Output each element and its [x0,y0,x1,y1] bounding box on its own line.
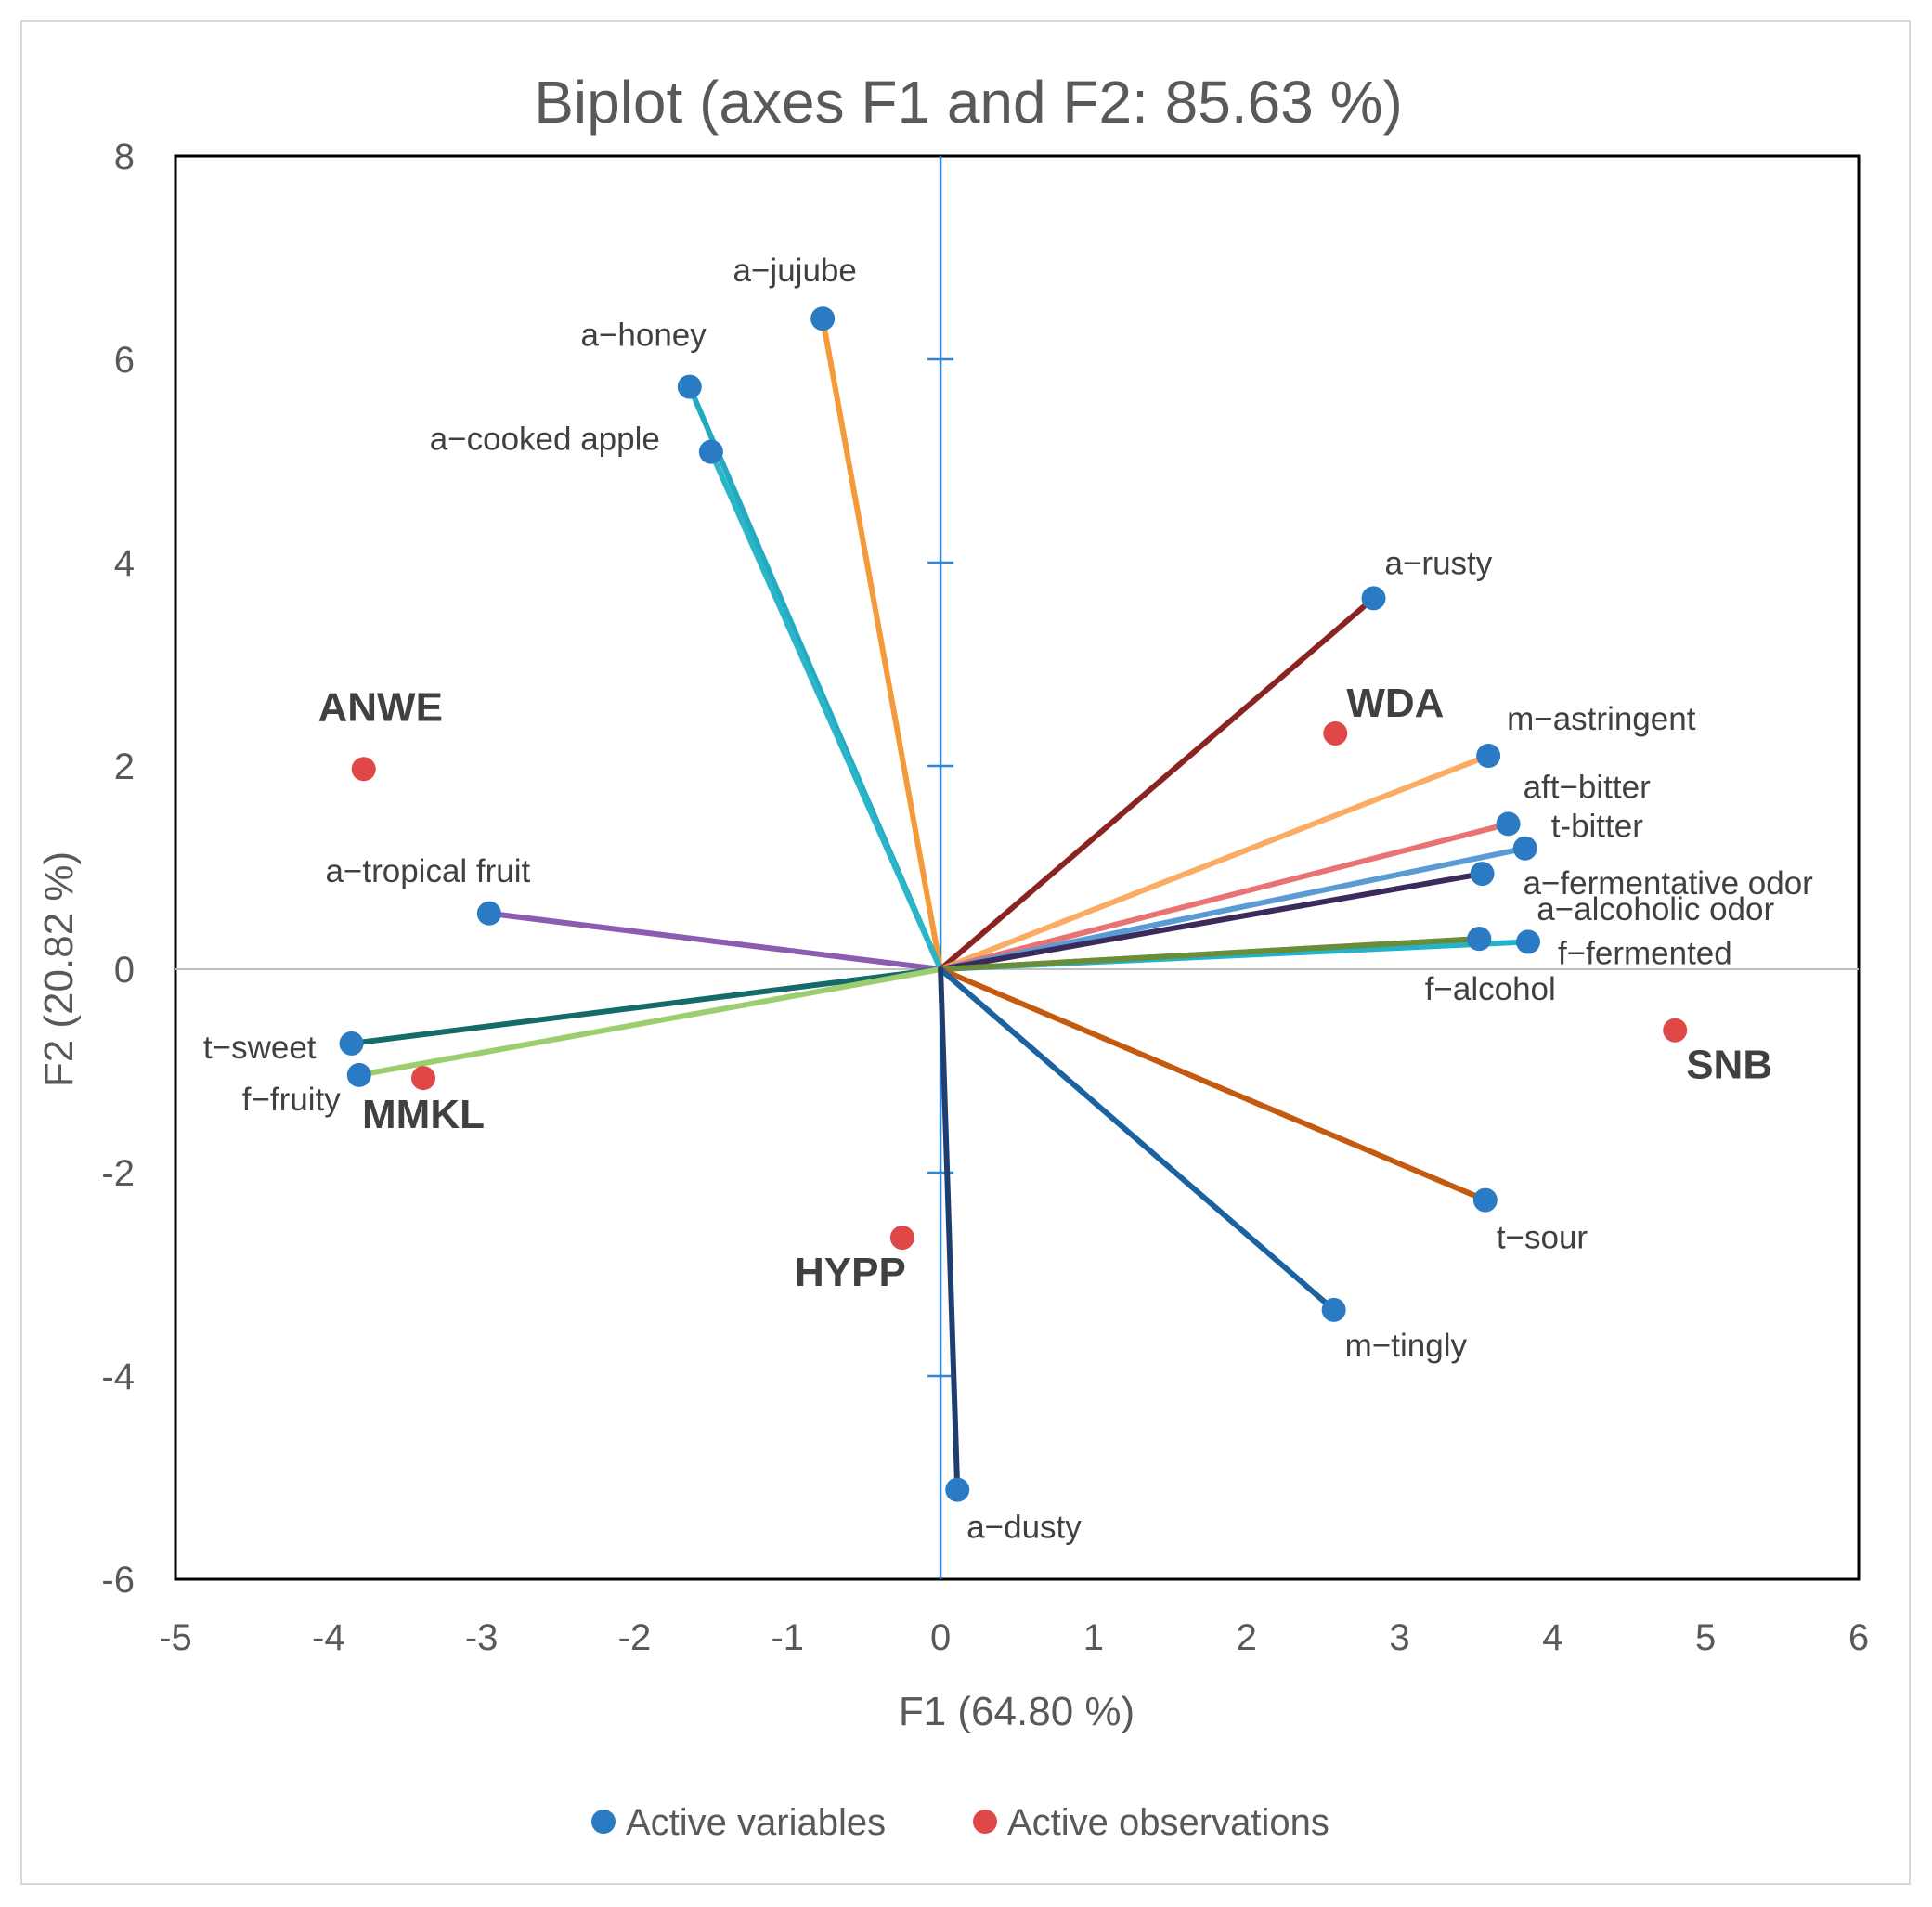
x-tick-label: 1 [1083,1617,1104,1658]
x-tick-label: -4 [312,1617,345,1658]
variable-label: a−alcoholic odor [1537,891,1774,928]
variable-label: f−fermented [1558,935,1732,971]
variable-label: a−cooked apple [430,422,660,458]
x-axis-title: F1 (64.80 %) [899,1689,1135,1734]
chart-frame [20,20,1911,1885]
variable-label: f−alcohol [1425,971,1556,1007]
observation-label: HYPP [795,1250,906,1295]
variable-vector [938,871,1485,972]
variable-label: a−rusty [1385,545,1493,581]
observation-label: MMKL [362,1092,485,1137]
y-tick-label: -2 [101,1153,135,1194]
y-tick-label: 2 [114,746,135,787]
x-tick-label: -3 [465,1617,499,1658]
x-tick-label: 2 [1237,1617,1257,1658]
variable-vectors [348,316,1531,1493]
variable-point [1321,1297,1346,1322]
origin-axes [175,156,1859,1579]
x-tick-label: 3 [1389,1617,1409,1658]
variable-label: t−sour [1497,1220,1588,1256]
observation-point [411,1066,436,1091]
variable-vector [938,753,1492,972]
variable-points [339,306,1540,1502]
variable-vector [820,316,944,972]
variable-point [346,1062,371,1087]
variable-point [1496,811,1521,837]
variable-vector [938,966,961,1493]
observation-label: WDA [1346,681,1444,726]
variable-point [1476,744,1501,769]
variable-vector [938,966,1337,1313]
variable-vector [938,821,1511,972]
variable-vector [938,845,1528,972]
variable-vector [938,595,1377,972]
y-tick-label: 6 [114,340,135,381]
variable-label: aft−bitter [1524,769,1652,805]
variable-point [677,374,702,399]
observation-label: ANWE [318,684,443,730]
variable-label: m−tingly [1345,1328,1468,1364]
x-tick-label: 0 [930,1617,951,1658]
y-tick-label: 4 [114,543,135,584]
observation-point [889,1226,914,1251]
observation-point [1663,1018,1688,1043]
variable-label: a−dusty [966,1510,1082,1546]
legend-marker [973,1810,997,1834]
legend: Active variables Active observations [591,1802,1329,1843]
y-axis-ticks: -6 -4 -2 0 2 4 6 8 [101,136,954,1601]
legend-marker [591,1810,616,1834]
variable-point [698,439,723,464]
variable-label: f−fruity [242,1082,342,1118]
y-tick-label: 8 [114,136,135,177]
x-tick-label: -2 [618,1617,652,1658]
variable-point [1515,929,1540,954]
variable-label: t−sweet [203,1030,317,1066]
variable-point [339,1031,364,1056]
variable-point [1470,862,1495,887]
x-tick-label: -1 [771,1617,804,1658]
legend-label: Active observations [1007,1802,1329,1843]
variable-vector [707,448,944,972]
variable-point [810,306,836,331]
variable-label: a−tropical fruit [325,853,530,889]
y-tick-label: 0 [114,950,135,991]
variable-point [1467,927,1492,952]
variable-point [1361,586,1386,611]
variable-point [1472,1187,1498,1213]
variable-vector [486,910,944,972]
point-labels: a−jujube a−honey a−cooked apple a−rusty m−as… [203,253,1813,1545]
variable-point [1512,836,1537,861]
y-tick-label: -6 [101,1560,135,1601]
variable-label: a−fermentative odor [1524,865,1814,902]
legend-label: Active variables [626,1802,886,1843]
variable-point [945,1477,970,1502]
x-axis-ticks: -5 -4 -3 -2 -1 0 1 2 3 4 5 6 [159,1617,1869,1658]
variable-vector [348,966,944,1046]
observation-points [351,720,1688,1251]
variable-vector [938,966,1488,1203]
y-tick-label: -4 [101,1356,135,1397]
chart-title: Biplot (axes F1 and F2: 85.63 %) [534,69,1403,136]
variable-label: a−honey [581,318,707,354]
x-tick-label: 6 [1848,1617,1869,1658]
x-tick-label: -5 [159,1617,192,1658]
variable-label: a−jujube [733,253,857,289]
variable-label: t-bitter [1551,809,1644,845]
observation-point [351,757,376,782]
variable-vector [938,936,1483,972]
y-axis-title: F2 (20.82 %) [36,851,82,1087]
x-tick-label: 4 [1542,1617,1562,1658]
variable-point [476,901,501,926]
observation-label: SNB [1686,1043,1772,1088]
x-tick-label: 5 [1695,1617,1716,1658]
observation-point [1323,720,1348,746]
variable-label: m−astringent [1507,701,1696,737]
variable-vector [356,966,944,1078]
plot-area [174,154,1861,1581]
